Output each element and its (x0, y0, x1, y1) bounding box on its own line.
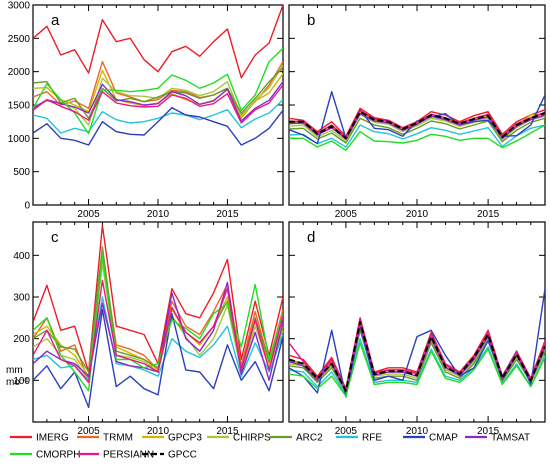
series-line-rfe (289, 124, 545, 148)
panel-d: 2005 2010 2015 d (288, 221, 546, 437)
panels: 2005 2010 2015050010001500200025003000a200… (8, 1, 546, 437)
y-tick-label: 2500 (8, 34, 31, 45)
legend-label: TAMSAT (491, 433, 530, 444)
legend-item-cmorph: CMORPH (10, 450, 80, 461)
series-line-cmorph (289, 124, 545, 152)
y-tick-label: 400 (13, 251, 30, 262)
series-line-arc2 (289, 329, 545, 394)
x-tick-label: 2005 (77, 426, 100, 437)
panel-label: a (51, 12, 60, 29)
legend-item-trmm: TRMM (77, 433, 133, 444)
series-line-gpcc (289, 110, 545, 140)
legend-label: IMERG (36, 433, 69, 444)
panel-b: 2005 2010 2015 b (288, 4, 546, 220)
series-group (33, 224, 283, 409)
legend-item-gpcc: GPCC (142, 450, 197, 461)
legend-label: ARC2 (296, 433, 323, 444)
series-group (289, 288, 545, 398)
legend-item-gpcp3: GPCP3 (142, 433, 202, 444)
series-group (33, 5, 283, 146)
panel-label: d (307, 229, 315, 246)
series-line-arc2 (33, 67, 283, 120)
legend-label: GPCP3 (168, 433, 202, 444)
series-line-rfe (33, 99, 283, 134)
legend-label: CMAP (429, 433, 458, 444)
x-tick-label: 2005 (335, 426, 358, 437)
series-line-persiann (33, 279, 283, 384)
series-line-cmap (33, 106, 283, 146)
y-tick-label: 2000 (8, 67, 31, 78)
x-tick-label: 2010 (147, 426, 170, 437)
legend-item-chirps: CHIRPS (207, 433, 271, 444)
series-line-cmorph (33, 254, 283, 392)
series-line-chirps (289, 113, 545, 142)
y-tick-label: 3000 (8, 1, 31, 12)
legend-label: CMORPH (36, 450, 80, 461)
panel-label: c (51, 229, 59, 246)
y-tick-label: 100 (13, 376, 30, 387)
series-line-gpcc (289, 321, 545, 392)
series-line-tamsat (289, 112, 545, 140)
series-line-cmap (289, 90, 545, 145)
x-tick-label: 2010 (406, 209, 429, 220)
y-tick-label: 1000 (8, 134, 31, 145)
x-tick-label: 2015 (216, 426, 239, 437)
legend-label: TRMM (103, 433, 133, 444)
x-tick-label: 2015 (216, 209, 239, 220)
x-tick-label: 2005 (335, 209, 358, 220)
legend-item-rfe: RFE (336, 433, 382, 444)
y-unit-label-per-month: mo⁻¹ (6, 377, 29, 388)
y-tick-label: 500 (13, 167, 30, 178)
series-line-tamsat (33, 81, 283, 122)
panel-c: 2005 2010 2015 100 200 300 400 c (13, 221, 284, 437)
series-line-persiann (33, 84, 283, 124)
legend-label: PERSIANN (103, 450, 154, 461)
y-tick-label: 300 (13, 293, 30, 304)
y-tick-label: 1500 (8, 101, 31, 112)
x-tick-label: 2010 (406, 426, 429, 437)
panel-a: 2005 2010 2015 0 500 1000 1500 2000 2500 3000 a (8, 1, 284, 220)
legend: IMERG TRMM GPCP3 CHIRPS ARC2 RFE CMAP TAMSAT CMO… (10, 433, 530, 461)
legend-label: CHIRPS (233, 433, 271, 444)
y-tick-label: 200 (13, 334, 30, 345)
y-unit-label-mm: mm (6, 365, 23, 376)
series-group (289, 90, 545, 152)
legend-item-tamsat: TAMSAT (465, 433, 530, 444)
legend-item-imerg: IMERG (10, 433, 69, 444)
legend-item-persiann: PERSIANN (77, 450, 154, 461)
series-line-arc2 (289, 117, 545, 144)
x-tick-label: 2015 (477, 426, 500, 437)
series-line-chirps (33, 64, 283, 126)
legend-label: GPCC (168, 450, 197, 461)
series-line-cmorph (33, 47, 283, 135)
x-tick-label: 2005 (77, 209, 100, 220)
legend-label: RFE (362, 433, 382, 444)
x-tick-label: 2010 (147, 209, 170, 220)
y-tick-label: 0 (24, 201, 30, 212)
x-tick-label: 2015 (477, 209, 500, 220)
panel-frame (288, 221, 546, 423)
legend-item-arc2: ARC2 (270, 433, 323, 444)
panel-label: b (307, 12, 315, 29)
series-line-imerg (33, 5, 283, 79)
legend-item-cmap: CMAP (403, 433, 458, 444)
series-line-cmorph (289, 342, 545, 397)
